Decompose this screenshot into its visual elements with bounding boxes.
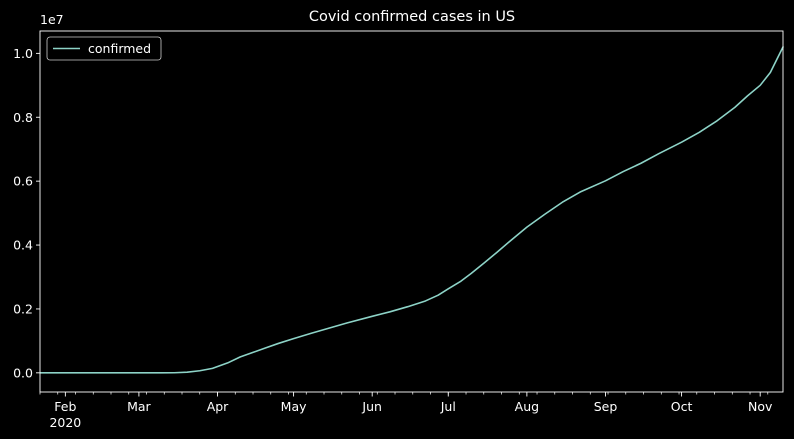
y-tick-label: 0.4 <box>13 238 33 253</box>
x-tick-label: Aug <box>515 399 539 414</box>
y-tick-label: 1.0 <box>13 46 33 61</box>
x-tick-label: Nov <box>748 399 773 414</box>
x-tick-label: Feb <box>54 399 76 414</box>
x-tick-label: Jun <box>361 399 382 414</box>
y-tick-label: 0.2 <box>13 301 33 316</box>
series-line-confirmed <box>39 46 784 374</box>
y-tick-label: 0.6 <box>13 174 33 189</box>
x-tick-label: Mar <box>127 399 151 414</box>
x-tick-label: Apr <box>207 399 229 414</box>
axes-frame <box>39 30 784 393</box>
x-tick-sublabel: 2020 <box>49 415 81 430</box>
legend-label: confirmed <box>88 41 151 56</box>
legend: confirmed <box>46 36 162 61</box>
y-tick-label: 0.0 <box>13 365 33 380</box>
y-scale-label: 1e7 <box>40 12 64 27</box>
chart-title: Covid confirmed cases in US <box>309 9 515 25</box>
x-tick-label: May <box>281 399 307 414</box>
y-tick-label: 0.8 <box>13 110 33 125</box>
x-tick-label: Sep <box>594 399 618 414</box>
x-tick-label: Oct <box>671 399 693 414</box>
legend-box <box>46 36 162 61</box>
x-tick-label: Jul <box>440 399 456 414</box>
